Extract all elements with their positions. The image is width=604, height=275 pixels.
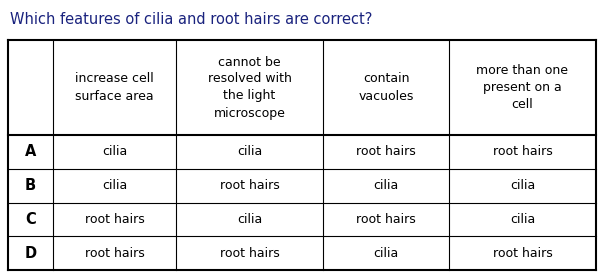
Text: increase cell
surface area: increase cell surface area [75,73,154,103]
Text: B: B [25,178,36,193]
Text: root hairs: root hairs [220,179,280,192]
Text: cilia: cilia [510,213,535,226]
Text: root hairs: root hairs [493,247,553,260]
Text: more than one
present on a
cell: more than one present on a cell [477,64,568,111]
Text: cilia: cilia [237,213,262,226]
Text: A: A [25,144,36,159]
Text: root hairs: root hairs [493,145,553,158]
Text: cilia: cilia [510,179,535,192]
Text: root hairs: root hairs [220,247,280,260]
Text: contain
vacuoles: contain vacuoles [358,73,414,103]
Text: cilia: cilia [237,145,262,158]
Text: cilia: cilia [102,179,127,192]
Text: cannot be
resolved with
the light
microscope: cannot be resolved with the light micros… [208,56,292,120]
Text: root hairs: root hairs [85,213,144,226]
Text: root hairs: root hairs [85,247,144,260]
Text: cilia: cilia [102,145,127,158]
Text: root hairs: root hairs [356,145,416,158]
Text: cilia: cilia [373,179,399,192]
Text: Which features of cilia and root hairs are correct?: Which features of cilia and root hairs a… [10,12,373,27]
Text: D: D [24,246,37,261]
Text: C: C [25,212,36,227]
Text: cilia: cilia [373,247,399,260]
Text: root hairs: root hairs [356,213,416,226]
